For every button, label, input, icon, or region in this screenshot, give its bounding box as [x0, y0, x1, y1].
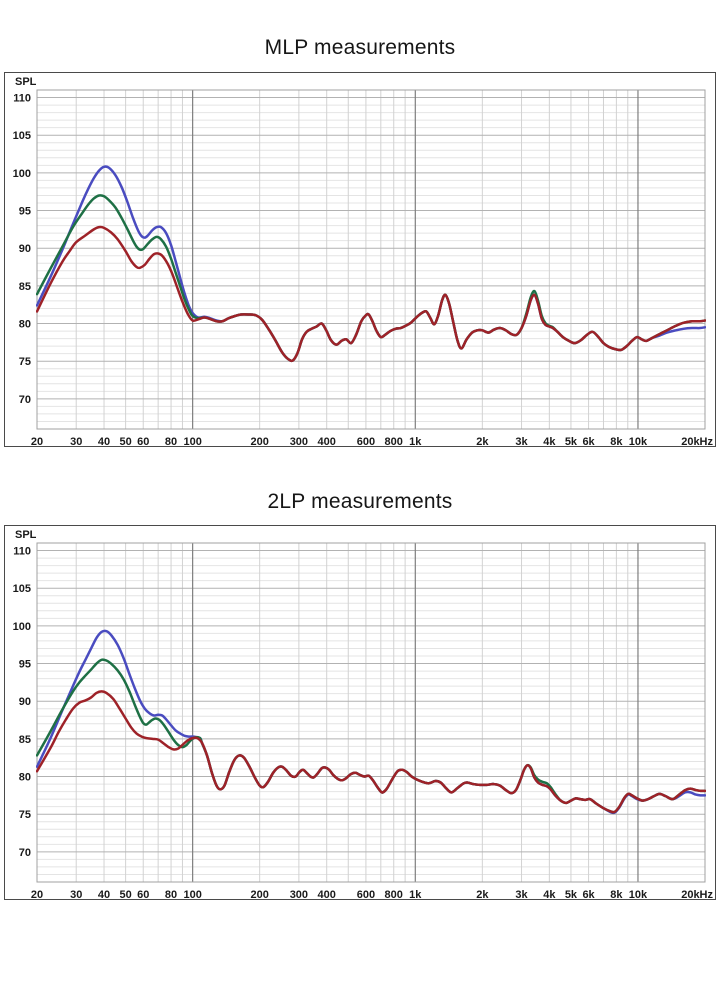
svg-text:300: 300	[290, 436, 308, 446]
svg-text:10k: 10k	[629, 889, 648, 899]
svg-text:20kHz: 20kHz	[681, 436, 713, 446]
mlp-chart-title: MLP measurements	[264, 36, 456, 59]
svg-text:10k: 10k	[629, 436, 648, 446]
svg-text:400: 400	[318, 889, 336, 899]
svg-text:4k: 4k	[543, 436, 556, 446]
svg-text:800: 800	[385, 436, 403, 446]
svg-text:30: 30	[70, 889, 82, 899]
svg-text:20: 20	[31, 889, 43, 899]
svg-text:3k: 3k	[515, 889, 528, 899]
svg-text:80: 80	[19, 319, 31, 331]
svg-text:5k: 5k	[565, 889, 578, 899]
mlp-chart-block: MLP measurements 110 105 100 95 90 85 80 75 70 20…	[0, 33, 720, 447]
svg-text:600: 600	[357, 889, 375, 899]
lp2-chart-panel: 110 105 100 95 90 85 80 75 70 20 30 40 50 60 80 100 200 3…	[4, 525, 716, 900]
svg-text:4k: 4k	[543, 889, 556, 899]
svg-text:1k: 1k	[409, 889, 422, 899]
svg-text:20: 20	[31, 436, 43, 446]
svg-text:40: 40	[98, 436, 110, 446]
svg-text:30: 30	[70, 436, 82, 446]
svg-text:SPL: SPL	[15, 529, 37, 541]
svg-text:110: 110	[13, 93, 31, 105]
svg-text:200: 200	[250, 889, 268, 899]
svg-text:70: 70	[19, 394, 31, 406]
svg-text:80: 80	[165, 889, 177, 899]
svg-text:70: 70	[19, 847, 31, 859]
svg-text:5k: 5k	[565, 436, 578, 446]
svg-text:100: 100	[183, 889, 201, 899]
svg-text:20kHz: 20kHz	[681, 889, 713, 899]
lp2-chart-svg: 110 105 100 95 90 85 80 75 70 20 30 40 50 60 80 100 200 3…	[13, 529, 714, 899]
svg-text:75: 75	[19, 809, 31, 821]
svg-text:100: 100	[183, 436, 201, 446]
svg-text:95: 95	[19, 206, 31, 218]
svg-text:80: 80	[19, 772, 31, 784]
lp2-chart-block: 2LP measurements 110 105 100 95 90 85 80 75 70 20…	[0, 487, 720, 900]
svg-text:60: 60	[137, 436, 149, 446]
svg-text:95: 95	[19, 659, 31, 671]
mlp-chart-svg: 110 105 100 95 90 85 80 75 70 20 30 40 50 60 80 100 200 3…	[13, 76, 714, 446]
svg-text:800: 800	[385, 889, 403, 899]
svg-text:80: 80	[165, 436, 177, 446]
svg-text:2k: 2k	[476, 889, 489, 899]
svg-text:105: 105	[13, 583, 31, 595]
svg-text:400: 400	[318, 436, 336, 446]
svg-text:100: 100	[13, 168, 31, 180]
svg-text:100: 100	[13, 621, 31, 633]
svg-text:50: 50	[119, 889, 131, 899]
lp2-chart-title: 2LP measurements	[267, 490, 453, 513]
svg-text:2k: 2k	[476, 436, 489, 446]
svg-text:75: 75	[19, 356, 31, 368]
svg-text:90: 90	[19, 243, 31, 255]
svg-text:8k: 8k	[610, 889, 623, 899]
svg-text:105: 105	[13, 130, 31, 142]
svg-text:50: 50	[119, 436, 131, 446]
svg-text:110: 110	[13, 546, 31, 558]
svg-text:90: 90	[19, 696, 31, 708]
svg-text:6k: 6k	[582, 889, 595, 899]
svg-text:300: 300	[290, 889, 308, 899]
svg-text:3k: 3k	[515, 436, 528, 446]
mlp-chart-panel: 110 105 100 95 90 85 80 75 70 20 30 40 50 60 80 100 200 3…	[4, 72, 716, 447]
svg-text:60: 60	[137, 889, 149, 899]
svg-text:6k: 6k	[582, 436, 595, 446]
svg-text:8k: 8k	[610, 436, 623, 446]
svg-text:200: 200	[250, 436, 268, 446]
svg-text:600: 600	[357, 436, 375, 446]
svg-text:40: 40	[98, 889, 110, 899]
svg-text:SPL: SPL	[15, 76, 37, 88]
svg-text:1k: 1k	[409, 436, 422, 446]
svg-text:85: 85	[19, 281, 31, 293]
svg-text:85: 85	[19, 734, 31, 746]
